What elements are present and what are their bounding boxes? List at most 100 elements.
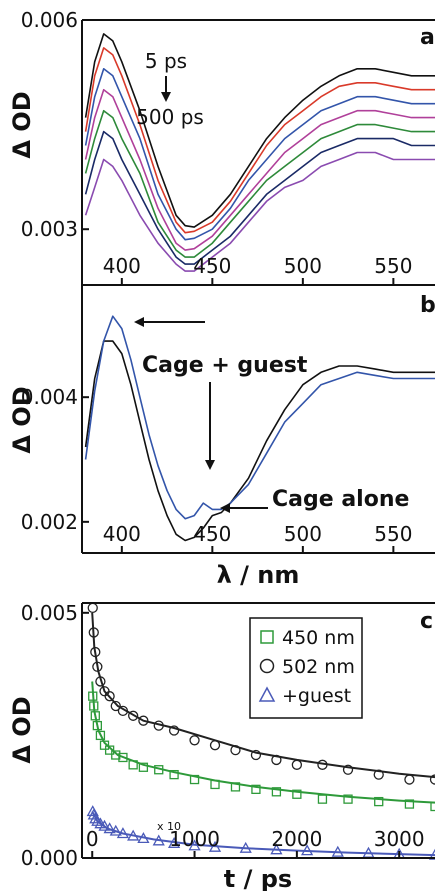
data-point-502-nm xyxy=(230,744,241,756)
panel-a-xtick-label: 450 xyxy=(193,254,231,278)
data-point-450-nm xyxy=(210,779,220,790)
panel-b-xlabel: λ / nm xyxy=(217,561,300,589)
panel-a-series-line-3 xyxy=(84,68,435,241)
data-point-450-nm xyxy=(138,762,149,772)
panel-c-ticks: 0 1000 2000 3000 0.000 0.005 xyxy=(21,601,425,870)
panel-a-series-line-1 xyxy=(84,33,435,228)
data-point-450-nm xyxy=(118,752,128,763)
data-point-502-nm xyxy=(429,774,435,785)
data-point-450-nm xyxy=(89,701,99,711)
data-point-502-nm xyxy=(317,759,328,770)
panel-c-xtick-label: 1000 xyxy=(169,827,220,851)
panel-b-xtick-label: 500 xyxy=(284,522,322,546)
data-point-450-nm xyxy=(92,720,102,731)
panel-c-xtick-label: 0 xyxy=(86,827,99,851)
panel-a-letter: a xyxy=(420,25,435,50)
data-point-502-nm xyxy=(209,740,221,751)
fit-line-450-nm xyxy=(91,681,435,804)
data-point-450-nm xyxy=(111,750,121,760)
panel-b-ytick-label: 0.002 xyxy=(21,510,78,534)
data-point-guest xyxy=(152,834,165,846)
data-point-502-nm xyxy=(291,759,303,770)
panel-a-series-line-7 xyxy=(84,151,435,272)
data-point-450-nm xyxy=(154,765,164,775)
data-point-guest xyxy=(239,841,252,853)
panel-a-annot-end: 500 ps xyxy=(136,105,204,129)
data-point-guest xyxy=(103,822,116,834)
panel-a-series-line-5 xyxy=(84,109,435,258)
data-point-450-nm xyxy=(104,745,115,755)
data-point-450-nm xyxy=(128,760,138,770)
data-point-502-nm xyxy=(189,735,200,746)
legend-marker-450-nm xyxy=(260,630,274,644)
legend-label-450-nm: 450 nm xyxy=(282,627,355,649)
data-point-guest xyxy=(98,819,111,831)
legend-marker-502-nm xyxy=(259,658,275,674)
panel-b-xtick-label: 400 xyxy=(103,522,141,546)
panel-a-ticks: 400 450 500 550 0.003 0.006 xyxy=(21,8,412,285)
data-point-guest xyxy=(428,848,435,860)
data-point-guest xyxy=(331,845,344,857)
data-point-450-nm xyxy=(88,691,98,701)
panel-a-series-line-2 xyxy=(84,47,435,234)
data-point-502-nm xyxy=(168,725,180,736)
panel-a-annot-start: 5 ps xyxy=(145,49,187,73)
panel-b-annot-cage-alone: Cage alone xyxy=(272,487,409,512)
data-point-450-nm xyxy=(251,784,261,794)
panel-a-ylabel: Δ OD xyxy=(8,91,36,158)
data-point-502-nm xyxy=(250,749,262,761)
panel-b-curves xyxy=(84,315,435,542)
panel-b-xtick-label: 450 xyxy=(193,522,231,546)
data-point-guest xyxy=(208,840,222,852)
data-point-502-nm xyxy=(342,764,354,775)
data-point-450-nm xyxy=(343,794,353,804)
data-point-450-nm xyxy=(292,789,302,799)
data-point-guest xyxy=(167,836,181,848)
panel-a-curves xyxy=(84,33,435,272)
data-point-guest xyxy=(116,827,130,839)
panel-c-legend: 450 nm 502 nm +guest xyxy=(249,617,363,719)
data-point-guest xyxy=(270,843,283,855)
data-point-502-nm xyxy=(90,646,101,658)
legend-box xyxy=(249,617,363,719)
panel-c-series xyxy=(86,602,435,860)
data-point-450-nm xyxy=(169,769,179,780)
panel-c-ylabel: Δ OD xyxy=(8,696,36,763)
data-point-502-nm xyxy=(128,710,139,721)
panel-c-letter: c xyxy=(420,609,433,634)
data-point-502-nm xyxy=(104,691,115,702)
panel-b-ticks: 400 450 500 550 0.002 0.004 xyxy=(21,385,412,553)
legend-label-guest: +guest xyxy=(282,685,351,707)
panel-b: 400 450 500 550 0.002 0.004 Δ OD λ / nm b Cag… xyxy=(8,285,435,589)
panel-c-xlabel: t / ps xyxy=(224,865,292,891)
data-point-450-nm xyxy=(271,787,282,797)
panel-a-xtick-label: 500 xyxy=(284,254,322,278)
panel-a-ytick-label: 0.006 xyxy=(21,8,78,32)
data-point-502-nm xyxy=(271,754,282,766)
data-point-502-nm xyxy=(404,774,415,785)
data-point-450-nm xyxy=(404,799,415,809)
data-point-450-nm xyxy=(230,782,241,792)
data-point-guest xyxy=(137,832,150,844)
panel-c-ytick-label: 0.005 xyxy=(21,601,78,625)
data-point-502-nm xyxy=(92,661,103,672)
data-point-guest xyxy=(109,824,122,836)
panel-b-annot-cage-guest: Cage + guest xyxy=(142,353,308,378)
data-point-guest xyxy=(127,829,140,841)
panel-c-ytick-label: 0.000 xyxy=(21,846,78,870)
data-point-450-nm xyxy=(99,740,110,750)
data-point-450-nm xyxy=(90,711,100,721)
data-point-450-nm xyxy=(317,794,328,804)
panel-a-ytick-label: 0.003 xyxy=(21,217,78,241)
panel-b-series-line-1 xyxy=(84,340,435,542)
data-point-502-nm xyxy=(88,627,99,638)
panel-c-xtick-label: 3000 xyxy=(374,827,425,851)
data-point-450-nm xyxy=(374,796,384,807)
data-point-guest xyxy=(188,839,201,851)
data-point-502-nm xyxy=(95,676,106,687)
data-point-guest xyxy=(300,844,314,856)
panel-b-xtick-label: 550 xyxy=(374,522,412,546)
panel-b-ylabel: Δ OD xyxy=(8,386,36,453)
legend-label-502-nm: 502 nm xyxy=(282,656,355,678)
panel-c: 0 1000 2000 3000 0.000 0.005 Δ OD t / ps c x … xyxy=(8,601,435,891)
